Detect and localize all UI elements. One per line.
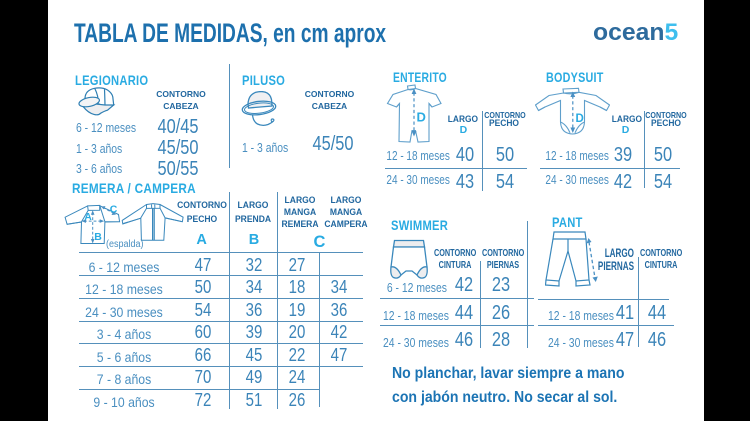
svg-text:B: B: [94, 231, 102, 243]
svg-text:D: D: [417, 110, 426, 125]
svg-text:C: C: [110, 204, 118, 216]
svg-text:A: A: [84, 211, 92, 223]
svg-text:D: D: [576, 113, 584, 125]
